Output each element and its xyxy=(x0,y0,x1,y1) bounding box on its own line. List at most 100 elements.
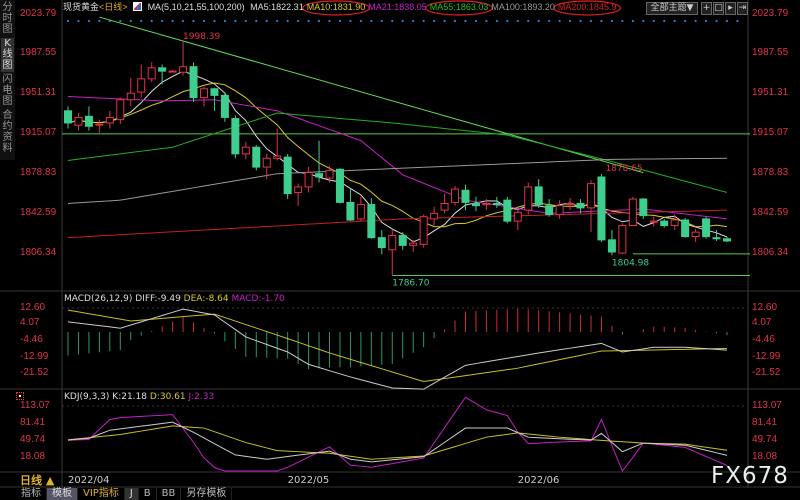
kdj-legend: KDJ(9,3,3) K:21.18 D:30.61 J:2.33 xyxy=(64,392,214,403)
bottom-tab[interactable]: BB xyxy=(157,488,182,500)
bottom-tab[interactable]: VIP指标 xyxy=(78,488,125,500)
macd-axis-label-left: -4.46 xyxy=(20,334,43,345)
grid-dot xyxy=(317,19,321,23)
candle-up xyxy=(273,155,282,159)
candle-up xyxy=(179,66,188,73)
grid-dot xyxy=(548,19,551,23)
ma-legend: 现货黄金<日线> MA(5,10,21,55,100,200) MA5:1822… xyxy=(63,1,622,15)
annotation-ellipse xyxy=(553,0,622,16)
macd-axis-label-right: 12.60 xyxy=(752,302,778,313)
play-icon[interactable]: ▸ xyxy=(725,2,736,15)
crosshair-icon[interactable]: + xyxy=(701,2,712,15)
macd-legend: MACD(26,12,9) DIFF:-9.49 DEA:-8.64 MACD:… xyxy=(64,294,285,305)
grid-dot xyxy=(202,19,206,23)
grid-dot xyxy=(98,19,101,23)
zoom-in-icon[interactable]: □ xyxy=(713,2,724,15)
step-forward-icon[interactable]: ⇥ xyxy=(737,2,748,15)
candle-up xyxy=(587,183,595,209)
grid-dot xyxy=(537,19,540,23)
kdj-title: KDJ(9,3,3) xyxy=(64,392,110,402)
candle-down xyxy=(367,204,376,239)
grid-dot xyxy=(568,19,572,23)
candle-up xyxy=(241,146,250,155)
candle-up xyxy=(513,211,522,222)
price-axis-label-right: 1915.07 xyxy=(752,127,789,138)
ma-value-ma21: MA21:1838.05 xyxy=(368,2,427,12)
candle-up xyxy=(555,205,564,215)
grid-dot xyxy=(621,19,624,23)
candle-down xyxy=(576,202,585,209)
candle-up xyxy=(304,172,313,188)
macd-axis-label-left: 4.07 xyxy=(20,317,40,328)
macd-axis-label-right: -4.46 xyxy=(752,334,775,345)
grid-dot xyxy=(589,19,593,23)
candle-up xyxy=(419,216,428,245)
tab-kline-chart[interactable]: K线图 xyxy=(1,38,14,72)
bottom-tab[interactable]: 另存模板 xyxy=(181,488,233,500)
grid-dot xyxy=(433,19,436,23)
candle-down xyxy=(492,202,501,206)
grid-dot xyxy=(725,19,729,23)
price-axis-label-left: 1842.59 xyxy=(20,207,57,218)
grid-dot xyxy=(684,19,687,23)
candle-down xyxy=(335,168,344,203)
kdj-k-line xyxy=(67,421,728,463)
grid-dot xyxy=(223,19,226,23)
macd-dea: DEA:-8.64 xyxy=(183,294,229,304)
candle-down xyxy=(461,189,470,203)
grid-dot xyxy=(704,19,708,23)
price-extreme-label: 1878.65 xyxy=(605,164,642,174)
ma-line-ma10 xyxy=(67,82,728,228)
candle-up xyxy=(409,242,418,246)
period-selector[interactable]: 日线 ▲ xyxy=(20,474,55,487)
candle-up xyxy=(430,212,439,220)
kdj-d-line xyxy=(67,425,728,460)
candle-down xyxy=(545,205,554,215)
kdj-axis-label-left: 113.07 xyxy=(20,400,50,411)
candle-down xyxy=(681,219,690,238)
grid-dot xyxy=(495,19,498,23)
price-extreme-label: 1804.98 xyxy=(612,258,649,268)
candle-down xyxy=(471,202,480,207)
candle-down xyxy=(607,239,616,253)
candle-up xyxy=(199,88,208,99)
grid-dot xyxy=(129,19,132,23)
candle-up xyxy=(325,169,334,179)
indicator-settings-icon[interactable] xyxy=(16,392,24,400)
price-axis-label-left: 1915.07 xyxy=(20,127,57,138)
kdj-axis-label-left: 49.74 xyxy=(20,434,46,445)
grid-dot xyxy=(401,19,404,23)
candle-down xyxy=(503,199,512,222)
period-label: <日线> xyxy=(99,2,128,12)
ma-value-ma5: MA5:1822.31 xyxy=(250,2,304,12)
bottom-tab[interactable]: 模板 xyxy=(47,488,78,500)
price-axis-label-right: 1842.59 xyxy=(752,207,789,218)
tab-time-chart[interactable]: 分时图 xyxy=(2,2,13,35)
instrument-name: 现货黄金 xyxy=(63,2,100,12)
candle-up xyxy=(147,67,156,80)
ma-value-ma100: MA100:1893.20 xyxy=(491,2,555,12)
candle-up xyxy=(137,78,146,93)
theme-dropdown[interactable]: 全部主题▼ xyxy=(646,2,698,15)
candle-down xyxy=(252,146,261,168)
candle-up xyxy=(262,157,271,168)
chart-settings-icon[interactable] xyxy=(133,2,143,11)
grid-dot xyxy=(150,19,153,23)
ma-line-ma5 xyxy=(67,70,728,243)
grid-dot xyxy=(527,19,530,23)
grid-dot xyxy=(485,19,488,23)
price-axis-label-right: 1878.83 xyxy=(752,167,789,178)
candle-up xyxy=(628,198,637,227)
bottom-tab[interactable]: J xyxy=(124,488,139,500)
grid-dot xyxy=(181,19,185,23)
grid-dot xyxy=(380,19,383,23)
candle-down xyxy=(158,67,167,72)
tab-flash-chart[interactable]: 闪电图 xyxy=(2,74,13,107)
tab-contract-info[interactable]: 合约资料 xyxy=(2,110,13,154)
macd-axis-label-left: 12.60 xyxy=(20,302,46,313)
bottom-tab[interactable]: B xyxy=(139,488,157,500)
bottom-tab[interactable]: 指标 xyxy=(16,488,47,500)
candle-up xyxy=(691,231,700,238)
price-axis-label-left: 1987.55 xyxy=(20,47,57,58)
